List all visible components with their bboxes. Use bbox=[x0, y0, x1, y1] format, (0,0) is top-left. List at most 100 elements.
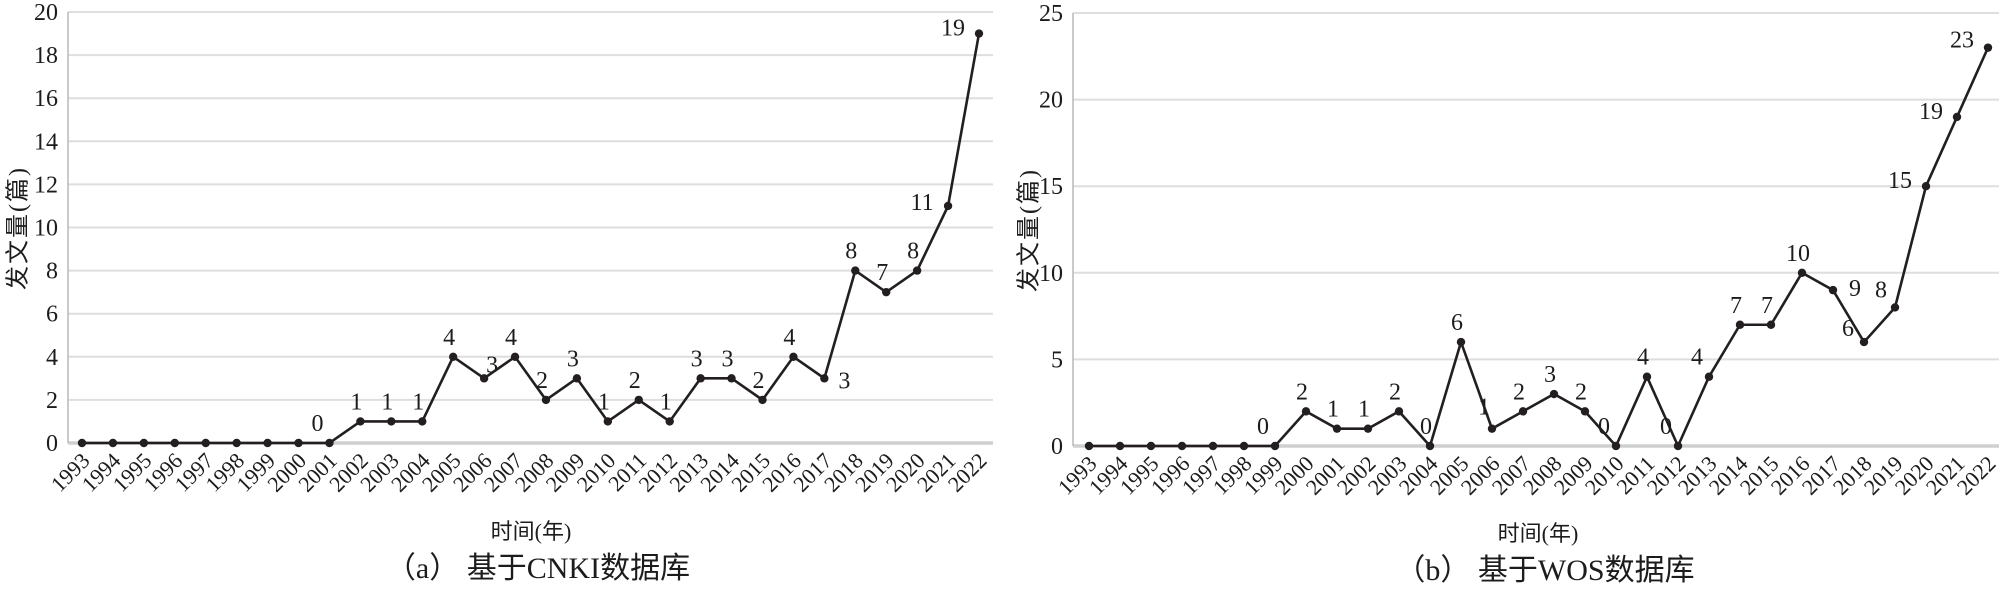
data-point-label: 0 bbox=[1420, 414, 1432, 440]
data-point-marker bbox=[665, 417, 674, 426]
data-point-marker bbox=[912, 266, 922, 275]
chart-caption: （b） 基于WOS数据库 bbox=[1395, 554, 1695, 587]
data-point-marker bbox=[1797, 268, 1807, 277]
y-axis-label: 发文量(篇) bbox=[5, 166, 32, 290]
y-axis-label: 发文量(篇) bbox=[1016, 168, 1043, 292]
data-point-marker bbox=[232, 438, 241, 448]
cnki-line-chart: 0246810121416182019931994199519961997199… bbox=[34, 0, 993, 497]
data-point-marker bbox=[1611, 441, 1621, 451]
data-point-marker bbox=[1921, 182, 1931, 191]
data-point-marker bbox=[1239, 441, 1249, 451]
data-point-marker bbox=[1456, 337, 1466, 347]
data-point-marker bbox=[387, 417, 396, 426]
data-point-label: 6 bbox=[1842, 316, 1854, 342]
data-point-marker bbox=[1487, 424, 1497, 433]
data-point-marker bbox=[634, 395, 643, 405]
data-point-marker bbox=[1518, 407, 1528, 416]
data-point-label: 3 bbox=[722, 346, 734, 372]
data-point-marker bbox=[325, 438, 334, 448]
y-tick-label: 14 bbox=[34, 129, 58, 155]
data-point-marker bbox=[572, 374, 582, 383]
y-tick-label: 18 bbox=[34, 43, 58, 69]
data-point-label: 1 bbox=[660, 389, 672, 415]
chart-panel-wos: 0 5 10 15 20 25 1993 1994 1995 1996 1997 1998 1999 20… bbox=[1002, 0, 2004, 602]
y-tick-label: 2 bbox=[46, 388, 58, 414]
data-point-label: 4 bbox=[783, 325, 795, 351]
data-point-marker bbox=[263, 438, 272, 448]
data-point-marker bbox=[851, 266, 860, 275]
data-point-marker bbox=[1642, 372, 1652, 381]
data-point-label: 4 bbox=[1691, 345, 1703, 371]
data-point-marker bbox=[294, 438, 303, 448]
data-point-label: 1 bbox=[381, 389, 393, 415]
data-point-label: 19 bbox=[1919, 99, 1943, 125]
data-point-marker bbox=[1332, 424, 1342, 433]
series-line bbox=[1089, 47, 1990, 450]
data-point-label: 1 bbox=[598, 389, 610, 415]
data-point-label: 2 bbox=[752, 368, 764, 394]
data-point-marker bbox=[974, 29, 984, 38]
data-point-label: 1 bbox=[1327, 397, 1339, 423]
y-tick-label: 20 bbox=[34, 0, 58, 26]
data-point-marker bbox=[727, 374, 736, 383]
x-axis-label: 时间(年) bbox=[1497, 521, 1579, 546]
data-point-marker bbox=[479, 374, 489, 383]
data-point-label: 23 bbox=[1950, 28, 1974, 54]
data-point-label: 11 bbox=[911, 190, 934, 216]
y-tick-label: 4 bbox=[46, 345, 58, 371]
y-tick-label: 0 bbox=[1051, 434, 1063, 460]
data-point-label: 9 bbox=[1849, 276, 1861, 302]
data-point-label: 7 bbox=[876, 260, 888, 286]
data-point-marker bbox=[1301, 407, 1311, 416]
data-point-marker bbox=[1363, 424, 1373, 433]
data-point-marker bbox=[789, 352, 798, 361]
data-point-label: 1 bbox=[1358, 397, 1370, 423]
data-point-marker bbox=[108, 438, 118, 448]
data-point-marker bbox=[1673, 441, 1683, 451]
data-point-label: 1 bbox=[412, 389, 424, 415]
data-point-label: 0 bbox=[1598, 414, 1610, 440]
data-point-label: 8 bbox=[907, 239, 919, 265]
data-point-label: 0 bbox=[1257, 414, 1269, 440]
data-point-label: 2 bbox=[536, 368, 548, 394]
data-point-label: 6 bbox=[1451, 310, 1463, 336]
data-point-marker bbox=[77, 438, 87, 448]
data-point-marker bbox=[139, 438, 149, 448]
data-point-label: 0 bbox=[311, 411, 323, 437]
data-point-label: 0 bbox=[1660, 414, 1672, 440]
data-point-marker bbox=[882, 287, 891, 297]
data-point-label: 7 bbox=[1761, 293, 1773, 319]
y-tick-label: 25 bbox=[1039, 1, 1063, 27]
data-point-label: 7 bbox=[1730, 293, 1742, 319]
data-point-marker bbox=[943, 201, 953, 211]
data-point-marker bbox=[1828, 285, 1838, 295]
data-point-label: 2 bbox=[629, 368, 641, 394]
data-point-marker bbox=[1580, 407, 1590, 416]
x-axis-label: 时间(年) bbox=[490, 519, 572, 544]
data-point-marker bbox=[1704, 372, 1714, 381]
y-tick-label: 0 bbox=[46, 431, 58, 457]
data-point-marker bbox=[1146, 441, 1156, 451]
data-point-label: 1 bbox=[1478, 395, 1490, 421]
y-tick-label: 20 bbox=[1039, 88, 1063, 114]
y-tick-label: 10 bbox=[34, 216, 58, 242]
y-tick-label: 15 bbox=[1039, 174, 1063, 200]
data-point-label: 3 bbox=[567, 346, 579, 372]
y-tick-label: 6 bbox=[46, 302, 58, 328]
data-point-marker bbox=[603, 417, 613, 426]
data-point-marker bbox=[1549, 389, 1559, 399]
chart-caption: （a） 基于CNKI数据库 bbox=[385, 552, 691, 585]
data-point-label: 1 bbox=[350, 389, 362, 415]
data-point-label: 2 bbox=[1389, 379, 1401, 405]
data-point-label: 10 bbox=[1786, 241, 1810, 267]
data-point-marker bbox=[510, 352, 520, 361]
y-tick-label: 16 bbox=[34, 86, 58, 112]
chart-panel-cnki: 0 2 4 6 8 10 12 14 16 18 20 1993 1994 1995 1996 1997 199… bbox=[5, 0, 993, 585]
data-point-label: 3 bbox=[486, 352, 498, 378]
data-point-label: 2 bbox=[1575, 379, 1587, 405]
data-point-label: 3 bbox=[691, 346, 703, 372]
data-point-label: 19 bbox=[941, 16, 965, 42]
y-tick-label: 8 bbox=[46, 259, 58, 285]
data-point-marker bbox=[1859, 337, 1869, 347]
data-point-marker bbox=[1208, 441, 1218, 451]
